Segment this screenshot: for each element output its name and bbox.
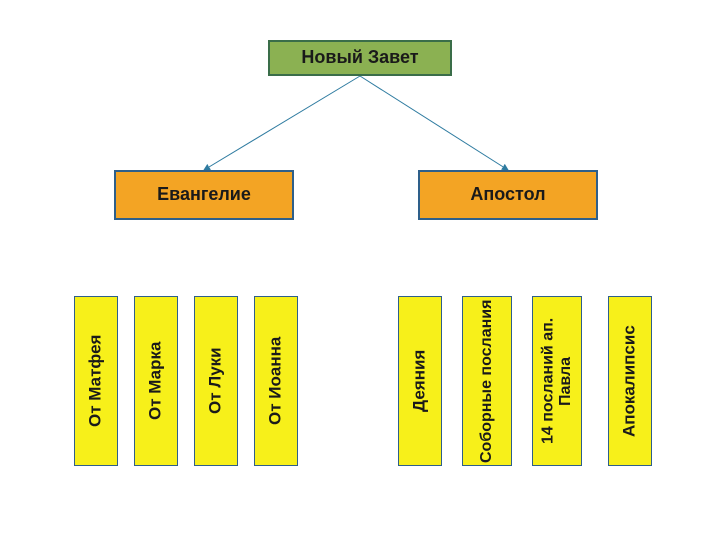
leaf-catholic: Соборные послания xyxy=(462,296,512,466)
leaf-luke: От Луки xyxy=(194,296,238,466)
leaf-acts-label: Деяния xyxy=(411,350,430,412)
leaf-john-label: От Иоанна xyxy=(267,337,286,425)
leaf-apocalypse-label: Апокалипсис xyxy=(621,325,640,437)
node-branch-gospel-label: Евангелие xyxy=(157,185,251,205)
node-branch-apostle-label: Апостол xyxy=(470,185,545,205)
leaf-mark: От Марка xyxy=(134,296,178,466)
leaf-john: От Иоанна xyxy=(254,296,298,466)
leaf-pauline-label: 14 посланий ап. Павла xyxy=(539,297,574,465)
leaf-matthew-label: От Матфея xyxy=(87,335,106,427)
leaf-apocalypse: Апокалипсис xyxy=(608,296,652,466)
node-root: Новый Завет xyxy=(268,40,452,76)
leaf-mark-label: От Марка xyxy=(147,342,166,420)
edge-root-to-right xyxy=(360,76,508,170)
leaf-matthew: От Матфея xyxy=(74,296,118,466)
node-root-label: Новый Завет xyxy=(301,48,418,68)
leaf-catholic-label: Соборные послания xyxy=(478,299,496,462)
leaf-luke-label: От Луки xyxy=(207,348,226,415)
leaf-acts: Деяния xyxy=(398,296,442,466)
node-branch-gospel: Евангелие xyxy=(114,170,294,220)
node-branch-apostle: Апостол xyxy=(418,170,598,220)
edge-root-to-left xyxy=(204,76,360,170)
leaf-pauline: 14 посланий ап. Павла xyxy=(532,296,582,466)
